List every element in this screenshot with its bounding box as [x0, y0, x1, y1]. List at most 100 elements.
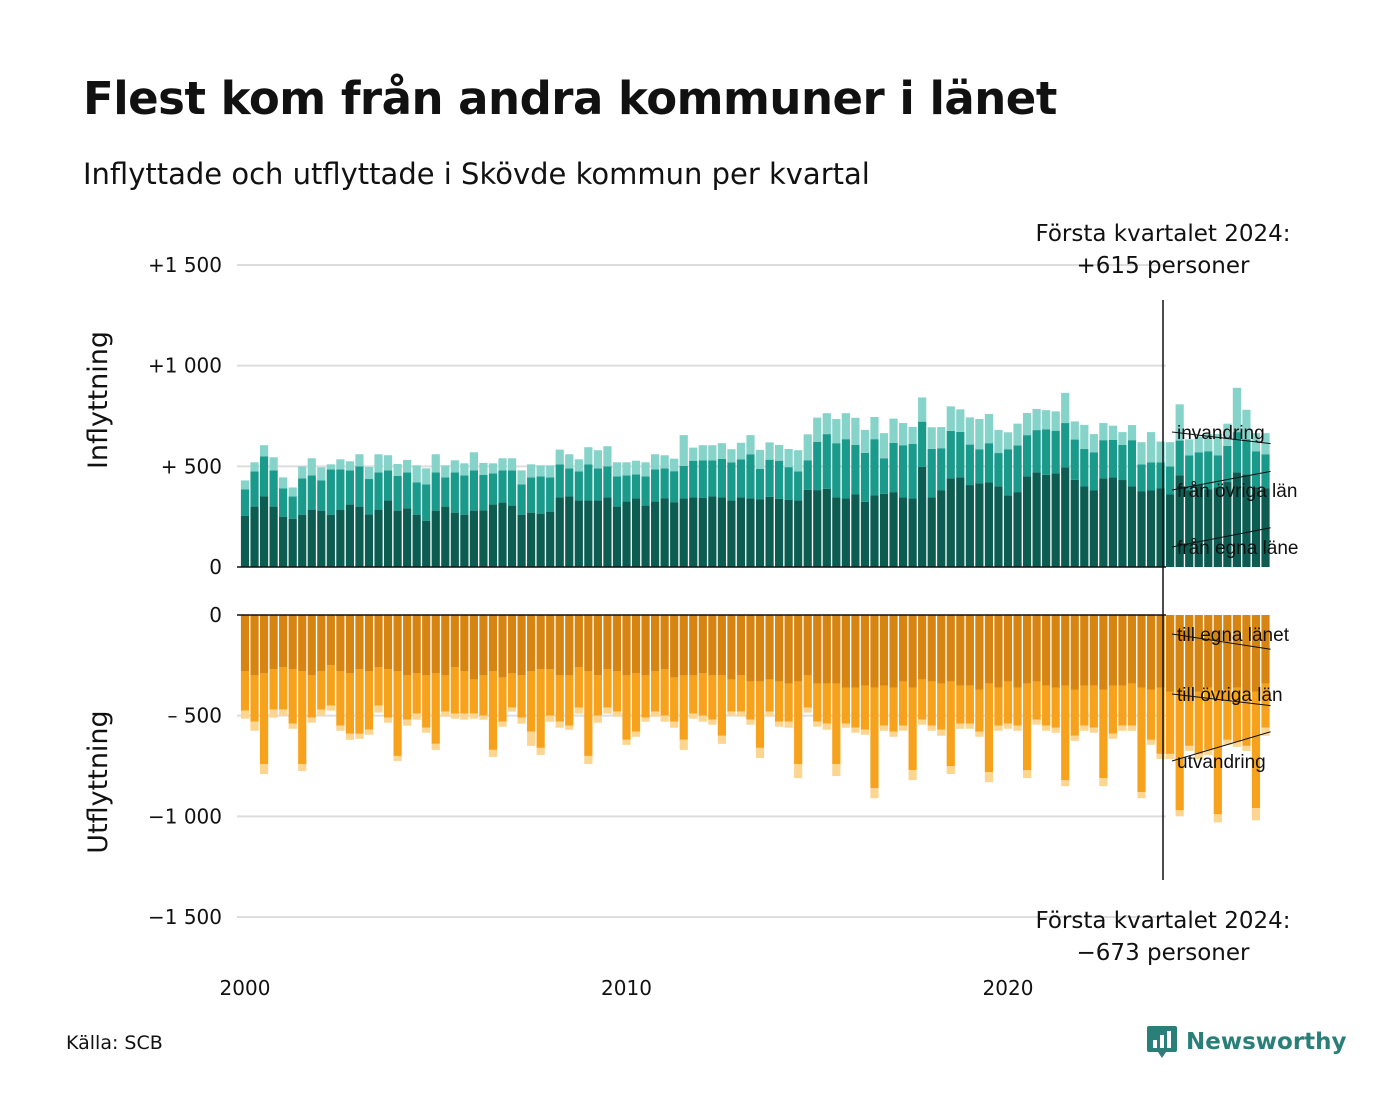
outflow-bar-segment	[555, 615, 564, 676]
outflow-bar-segment	[813, 683, 822, 722]
inflow-bar-segment	[1204, 451, 1213, 490]
outflow-bar-segment	[355, 615, 364, 670]
outflow-bar-segment	[574, 615, 583, 668]
outflow-bar-segment	[736, 711, 746, 717]
outflow-bar-segment	[383, 669, 393, 718]
inflow-bar-segment	[975, 419, 984, 450]
inflow-bar-segment	[345, 504, 355, 567]
inflow-bar-segment	[336, 509, 345, 567]
outflow-bar-segment	[603, 615, 612, 670]
inflow-bar-segment	[956, 431, 965, 478]
outflow-bars	[240, 615, 1270, 823]
inflow-bar-segment	[794, 471, 803, 501]
outflow-bar-segment	[488, 749, 498, 757]
inflow-bar-segment	[488, 463, 498, 474]
inflow-bar-segment	[622, 501, 631, 567]
outflow-bar-segment	[736, 615, 746, 676]
inflow-bar-segment	[412, 514, 421, 567]
source-note: Källa: SCB	[66, 1032, 163, 1054]
outflow-bar-segment	[822, 723, 831, 730]
outflow-bar-segment	[546, 615, 555, 670]
inflow-bar-segment	[689, 460, 698, 498]
outflow-bar-segment	[1213, 691, 1222, 815]
outflow-bar-segment	[860, 685, 870, 730]
outflow-bar-segment	[574, 707, 583, 714]
inflow-bar-segment	[1242, 409, 1251, 440]
inflow-bar-segment	[1089, 434, 1098, 453]
inflow-bar-segment	[765, 496, 774, 567]
outflow-bar-segment	[641, 717, 650, 722]
outflow-bar-segment	[879, 725, 889, 731]
inflow-bar-segment	[269, 506, 278, 567]
outflow-bar-segment	[803, 707, 812, 713]
inflow-bar-segment	[527, 512, 536, 567]
outflow-bar-segment	[1003, 681, 1013, 724]
inflow-bar-segment	[860, 429, 870, 453]
outflow-bar-segment	[498, 677, 507, 722]
inflow-bar-segment	[1051, 411, 1060, 431]
outflow-bar-segment	[250, 615, 259, 676]
outflow-bar-segment	[1022, 615, 1032, 684]
outflow-bar-segment	[1108, 685, 1118, 734]
inflow-bar-segment	[1261, 433, 1270, 455]
inflow-bar-segment	[593, 500, 602, 567]
outflow-bar-segment	[1146, 739, 1156, 745]
inflow-bar-segment	[536, 465, 545, 477]
series-label-out-1: till övriga län	[1177, 685, 1283, 706]
outflow-bar-segment	[1032, 719, 1041, 725]
outflow-bar-segment	[1070, 615, 1079, 690]
inflow-bar-segment	[651, 454, 660, 470]
outflow-bar-segment	[1251, 615, 1261, 692]
inflow-bar-segment	[1070, 479, 1079, 567]
outflow-bar-segment	[1127, 683, 1137, 726]
outflow-bar-segment	[622, 675, 631, 740]
outflow-bar-segment	[851, 687, 860, 728]
inflow-bar-segment	[422, 468, 431, 485]
outflow-bar-segment	[1166, 615, 1175, 692]
inflow-bar-segment	[813, 490, 822, 567]
inflow-bar-segment	[269, 457, 278, 471]
inflow-bar-segment	[1118, 444, 1127, 481]
inflow-bar-segment	[279, 477, 288, 489]
x-tick-label: 2010	[601, 976, 652, 1000]
outflow-bar-segment	[1118, 685, 1127, 726]
inflow-bar-segment	[593, 468, 602, 501]
outflow-bar-segment	[555, 675, 564, 722]
inflow-bar-segment	[1146, 432, 1156, 463]
outflow-bar-segment	[355, 669, 364, 734]
outflow-bar-segment	[946, 766, 955, 775]
inflow-bar-segment	[1042, 410, 1051, 430]
outflow-bar-segment	[841, 723, 850, 728]
outflow-bar-segment	[879, 615, 889, 686]
inflow-bar-segment	[298, 466, 307, 479]
inflow-bar-segment	[641, 462, 650, 477]
outflow-bar-segment	[1042, 685, 1051, 726]
outflow-bar-segment	[717, 615, 726, 676]
outflow-bar-segment	[908, 770, 917, 781]
outflow-bar-segment	[1032, 681, 1041, 720]
outflow-bar-segment	[641, 675, 650, 718]
outflow-bar-segment	[1261, 615, 1270, 684]
outflow-bar-segment	[565, 615, 574, 676]
inflow-bar-segment	[336, 469, 345, 510]
inflow-bar-segment	[727, 462, 736, 501]
outflow-bar-segment	[441, 675, 450, 712]
outflow-bar-segment	[689, 713, 698, 719]
inflow-bar-segment	[870, 439, 879, 496]
outflow-bar-segment	[336, 615, 345, 672]
inflow-bar-segment	[584, 500, 593, 567]
inflow-bar-segment	[908, 443, 917, 499]
outflow-bar-segment	[450, 713, 459, 719]
outflow-bar-segment	[422, 727, 431, 733]
newsworthy-logo[interactable]: Newsworthy	[1146, 1024, 1347, 1060]
inflow-bar-segment	[984, 482, 994, 567]
inflow-bar-segment	[965, 444, 974, 486]
outflow-bar-segment	[994, 615, 1003, 688]
outflow-bar-segment	[479, 715, 488, 720]
outflow-bar-segment	[746, 719, 755, 725]
outflow-bar-segment	[1232, 615, 1241, 688]
outflow-bar-segment	[908, 687, 917, 771]
inflow-bar-segment	[1099, 423, 1108, 441]
outflow-bar-segment	[393, 671, 402, 756]
inflow-bar-segment	[240, 480, 250, 490]
